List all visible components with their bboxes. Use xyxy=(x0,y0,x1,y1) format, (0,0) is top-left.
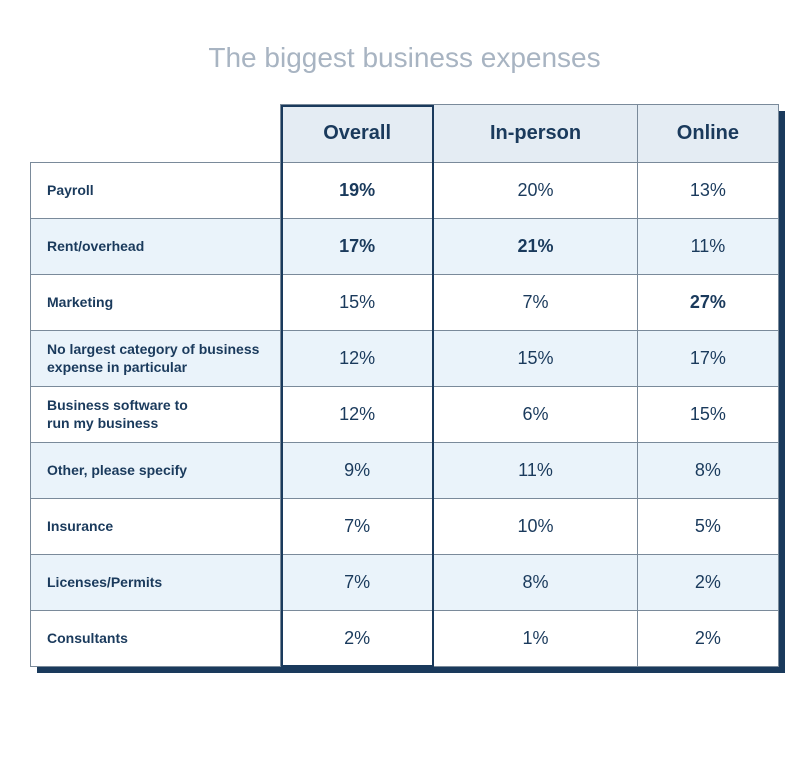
table-row: Payroll19%20%13% xyxy=(31,163,779,219)
row-label: Marketing xyxy=(31,275,281,331)
row-label: Business software torun my business xyxy=(31,387,281,443)
table-container: Overall In-person Online Payroll19%20%13… xyxy=(30,104,779,667)
table-header-row: Overall In-person Online xyxy=(31,105,779,163)
row-label: Rent/overhead xyxy=(31,219,281,275)
table-row: Licenses/Permits7%8%2% xyxy=(31,555,779,611)
header-online: Online xyxy=(637,105,778,163)
table-row: Consultants2%1%2% xyxy=(31,611,779,667)
expenses-table: Overall In-person Online Payroll19%20%13… xyxy=(30,104,779,667)
cell-value: 9% xyxy=(281,443,434,499)
row-label: Consultants xyxy=(31,611,281,667)
table-row: Other, please specify9%11%8% xyxy=(31,443,779,499)
row-label: Licenses/Permits xyxy=(31,555,281,611)
cell-value: 5% xyxy=(637,499,778,555)
row-label: Payroll xyxy=(31,163,281,219)
cell-value: 20% xyxy=(434,163,638,219)
row-label: Insurance xyxy=(31,499,281,555)
cell-value: 1% xyxy=(434,611,638,667)
table-row: No largest category of business expense … xyxy=(31,331,779,387)
cell-value: 2% xyxy=(637,555,778,611)
table-row: Marketing15%7%27% xyxy=(31,275,779,331)
cell-value: 7% xyxy=(434,275,638,331)
cell-value: 2% xyxy=(281,611,434,667)
table-row: Business software torun my business12%6%… xyxy=(31,387,779,443)
header-in-person: In-person xyxy=(434,105,638,163)
cell-value: 6% xyxy=(434,387,638,443)
page-title: The biggest business expenses xyxy=(0,0,809,104)
cell-value: 12% xyxy=(281,331,434,387)
cell-value: 8% xyxy=(637,443,778,499)
cell-value: 7% xyxy=(281,555,434,611)
cell-value: 17% xyxy=(637,331,778,387)
row-label: Other, please specify xyxy=(31,443,281,499)
cell-value: 8% xyxy=(434,555,638,611)
cell-value: 7% xyxy=(281,499,434,555)
cell-value: 15% xyxy=(434,331,638,387)
cell-value: 27% xyxy=(637,275,778,331)
table-row: Insurance7%10%5% xyxy=(31,499,779,555)
header-blank xyxy=(31,105,281,163)
cell-value: 19% xyxy=(281,163,434,219)
cell-value: 2% xyxy=(637,611,778,667)
header-overall: Overall xyxy=(281,105,434,163)
cell-value: 13% xyxy=(637,163,778,219)
cell-value: 10% xyxy=(434,499,638,555)
cell-value: 11% xyxy=(637,219,778,275)
cell-value: 15% xyxy=(281,275,434,331)
cell-value: 21% xyxy=(434,219,638,275)
cell-value: 12% xyxy=(281,387,434,443)
table-row: Rent/overhead17%21%11% xyxy=(31,219,779,275)
cell-value: 15% xyxy=(637,387,778,443)
cell-value: 11% xyxy=(434,443,638,499)
row-label: No largest category of business expense … xyxy=(31,331,281,387)
cell-value: 17% xyxy=(281,219,434,275)
